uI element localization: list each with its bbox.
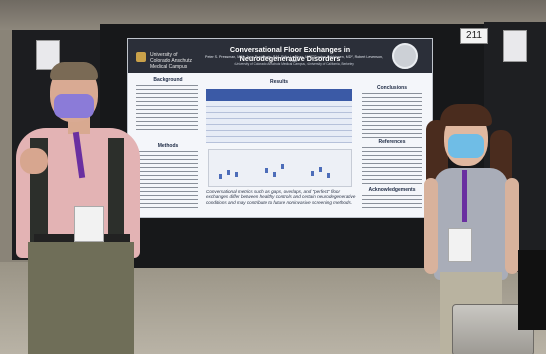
university-logo-icon [136, 52, 146, 62]
results-table [206, 101, 352, 143]
lanyard [462, 170, 467, 222]
plot-mark [219, 174, 222, 179]
right-presenter-arm [505, 178, 519, 274]
poster-header: University of Colorado Anschutz Medical … [128, 39, 432, 73]
section-results-title: Results [269, 79, 289, 85]
backpack-strap [108, 138, 124, 248]
right-board-sign [503, 30, 527, 62]
right-presenter-top [434, 168, 508, 280]
background-person-legs [518, 250, 546, 330]
background-text [136, 85, 198, 133]
right-presenter-mask [448, 134, 484, 158]
university-seal-icon [392, 43, 418, 69]
poster-authors: Peter S. Pressman, MD¹, Jane Bradmorty, … [205, 55, 383, 63]
right-presenter-hair-top [440, 104, 492, 126]
poster-affiliations: ¹University of Colorado Anschutz Medical… [234, 62, 354, 66]
references-text [362, 147, 422, 187]
booth-number-label: 211 [460, 28, 488, 44]
plot-mark [319, 167, 322, 172]
poster-takeaway-note: Conversational metrics such as gaps, ove… [206, 189, 356, 205]
results-plots [208, 149, 352, 187]
section-methods-title: Methods [157, 143, 179, 149]
conclusions-text [362, 93, 422, 141]
results-table-header [206, 89, 352, 101]
name-badge [448, 228, 472, 262]
plot-mark [281, 164, 284, 169]
section-acknowledgements-title: Acknowledgements [368, 187, 416, 193]
research-poster: University of Colorado Anschutz Medical … [127, 38, 433, 218]
left-presenter-mask [54, 94, 94, 118]
plot-mark [265, 168, 268, 173]
institution-label: University of Colorado Anschutz Medical … [150, 52, 192, 70]
acknowledgements-text [362, 195, 422, 211]
name-badge [74, 206, 104, 242]
left-presenter-hand [20, 148, 48, 174]
plot-mark [311, 171, 314, 176]
plot-mark [327, 173, 330, 178]
plot-mark [273, 172, 276, 177]
left-presenter-pants [28, 242, 134, 354]
poster-title: Conversational Floor Exchanges in Neurod… [229, 45, 351, 63]
section-background-title: Background [153, 77, 183, 83]
section-conclusions-title: Conclusions [376, 85, 407, 91]
section-references-title: References [378, 139, 406, 145]
right-presenter-arm [424, 178, 438, 274]
plot-mark [235, 172, 238, 177]
methods-text [136, 151, 198, 211]
plot-mark [227, 170, 230, 175]
left-presenter-hair [50, 62, 98, 80]
